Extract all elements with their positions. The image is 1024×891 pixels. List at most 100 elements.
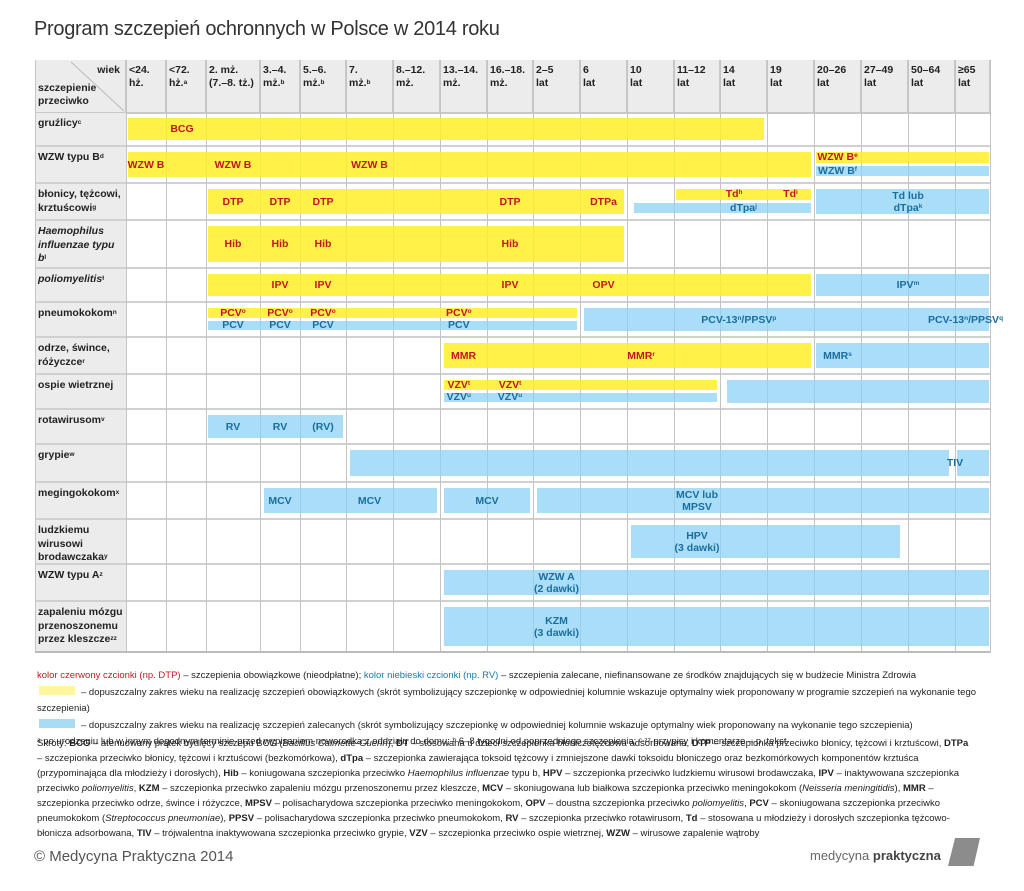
corner-diagonal [70,61,125,112]
abbreviation-entry: MCV – skoniugowana lub białkowa szczepio… [482,783,903,794]
vaccine-label: MMRs [823,350,852,362]
age-line-1: <24. [129,64,150,76]
vaccine-label: PCV-13n/PPSVq [928,314,1003,326]
vaccine-label: Tdh [726,188,743,200]
vaccine-label-line: RV [272,420,288,433]
column-divider [166,60,167,653]
mandatory-age-range-bar [208,274,811,296]
vaccine-label: PCV-13n/PPSVp [701,314,776,326]
vaccine-label-line: PCV-13n/PPSVq [927,313,1004,326]
age-line-1: 2–5 [536,64,554,76]
publisher-logo: medycyna praktyczna [810,848,941,863]
recommended-age-range-bar [584,308,989,331]
vaccine-label-line: MMRr [627,349,655,362]
column-divider [300,60,301,653]
header-age-column: <72. hż.a [166,60,206,113]
vaccine-label: PCVo [220,307,246,319]
row-label: ospie wietrznej [35,375,126,410]
row-label-text: megingokokom [38,487,116,499]
abbreviation-entry: RV – szczepionka przeciwko rotawirusom, [505,813,686,824]
vaccine-label-line: BCG [170,123,194,135]
vaccine-label: Hib [502,238,519,250]
vaccine-label: WZW B [128,159,165,171]
row-label-text: Haemophilus influenzae typu b [38,225,115,264]
vaccine-label: MMR [451,350,476,362]
vaccine-label: VZVu [447,391,471,403]
vaccine-label: VZVu [498,391,522,403]
vaccine-label: PCVo [267,307,293,319]
vaccine-label-line: MCV [475,494,499,507]
header-age-column: 11–12 lat [674,60,720,113]
header-corner: wiek szczepienie przeciwko [35,60,126,113]
vaccine-label-line: DTP [222,195,244,208]
row-label: rotawirusomv [35,410,126,445]
abbreviation-entry: MMR – szczepionka przeciwko odrze, świnc… [37,783,934,809]
vaccine-label-line: PCVo [267,306,293,319]
vaccine-label-line: (2 dawki) [534,582,579,595]
column-divider [206,60,207,653]
header-divider [35,112,990,114]
legend-blue-sample: kolor niebieski czcionki (np. RV) [363,670,499,681]
column-divider [393,60,394,653]
abbreviation-entry: DT – stosowana u dzieci szczepionka błon… [396,738,692,749]
row-label-text: zapaleniu mózgu przenoszonemu przez kles… [38,606,123,645]
age-line-2: mż. [443,77,461,89]
corner-age-label: wiek [97,64,120,76]
mandatory-age-range-bar [208,226,624,262]
vaccine-label: PCVo [310,307,336,319]
age-line-1: 27–49 [864,64,894,76]
vaccine-label-line: PCV [312,319,334,332]
abbreviations-intro: Skróty: [37,738,70,749]
row-divider [35,600,990,602]
row-label: gruźlicyc [35,113,126,147]
age-line-2: lat [677,77,690,89]
recommended-age-range-bar [816,189,989,214]
vaccine-label-line: Hib [314,238,332,250]
vaccine-label: WZW B [215,159,252,171]
vaccine-label-line: HPV [686,529,708,542]
age-line-2: lat [958,77,971,89]
vaccination-schedule-table: wiek szczepienie przeciwko <24. hż. <72. hż… [35,60,1003,664]
mandatory-age-range-bar [816,152,989,163]
row-label: WZW typu Az [35,565,126,602]
abbreviation-entry: OPV – doustna szczepionka przeciwko poli… [525,798,750,809]
abbreviation-entry: dTpa – szczepionka zawierająca toksoid t… [37,753,919,779]
abbreviation-entry: IPV – inaktywowana szczepionka przeciwko… [37,768,959,794]
row-divider [35,336,990,338]
row-label-text: ludzkiemu wirusowi brodawczaka [38,524,104,563]
recommended-age-range-bar [444,570,989,595]
vaccine-label: MMRr [627,350,655,362]
column-divider [440,60,441,653]
row-label: pneumokokomn [35,303,126,338]
recommended-age-range-bar [816,274,989,296]
recommended-age-range-bar [350,450,950,476]
header-age-column: 6 lat [580,60,627,113]
vaccine-label-line: MCV [357,494,382,507]
row-label-text: gruźlicy [38,117,78,129]
header-age-column: 14 lat [720,60,767,113]
vaccine-label: MCV [358,495,381,507]
age-line-1: 11–12 [677,64,706,76]
vaccine-label-line: Hib [501,238,519,250]
vaccine-label: DTP [223,196,244,208]
vaccine-label-line: Tdi [783,188,798,201]
row-label: grypiew [35,445,126,483]
row-label: poliomyelitisł [35,269,126,303]
age-line-1: 5.–6. [303,64,327,76]
row-label: zapaleniu mózgu przenoszonemu przez kles… [35,602,126,653]
row-divider [35,301,990,303]
age-line-1: 20–26 [817,64,847,76]
corner-vaccine-label-2: przeciwko [38,95,89,107]
vaccine-label: PCV [312,319,334,331]
recommended-age-range-bar [264,488,437,513]
recommended-age-range-bar [444,607,989,646]
vaccine-label: Tdi [783,188,798,200]
header-age-column: 20–26 lat [814,60,861,113]
vaccine-label: PCV [269,319,291,331]
row-label: megingokokomx [35,483,126,520]
age-line-1: <72. [169,64,190,76]
recommended-age-range-bar [537,488,989,513]
abbreviation-entry: BCG – atenuowany prątek bydlęcy szczepu … [69,738,397,749]
recommended-age-range-bar [726,380,989,403]
vaccine-label: WZW Bf [818,165,857,177]
